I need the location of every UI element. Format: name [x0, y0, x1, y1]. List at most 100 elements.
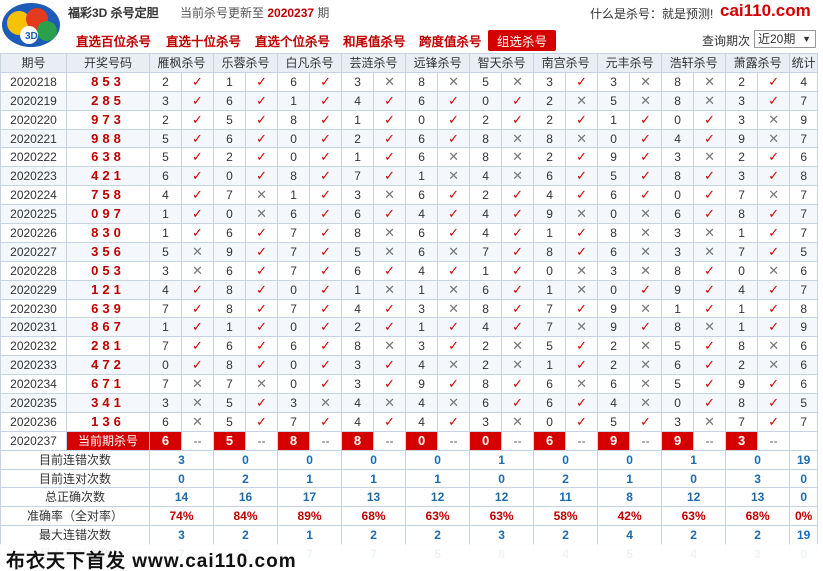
stats-value: 13 — [725, 487, 791, 508]
count-cell: 6 — [789, 336, 819, 357]
kill-number-cell: 8 — [661, 90, 695, 111]
nav-item-5[interactable]: 跨度值杀号 — [419, 35, 482, 49]
kill-number-cell: 4 — [725, 279, 759, 300]
stats-value: 3 — [148, 449, 215, 470]
cross-icon: ✕ — [437, 166, 471, 187]
cross-icon: ✕ — [629, 374, 663, 395]
kill-number-cell: 0 — [533, 260, 567, 281]
period-select[interactable]: 近20期 ▼ — [754, 30, 816, 48]
kill-number-cell: 8 — [405, 71, 439, 92]
stats-value: 3 — [469, 525, 535, 546]
kill-number-cell: 0 — [661, 109, 695, 130]
nav-item-1[interactable]: 直选百位杀号 — [76, 35, 152, 49]
kill-number-cell: 9 — [597, 298, 631, 319]
cross-icon: ✕ — [245, 374, 279, 395]
nav-item-2[interactable]: 直选十位杀号 — [166, 35, 242, 49]
kill-number-cell: 6 — [533, 166, 567, 187]
check-icon: ✓ — [565, 71, 599, 92]
cross-icon: ✕ — [437, 393, 471, 413]
check-icon: ✓ — [437, 411, 471, 432]
table-row: 2020221 988 5 ✓ 6 ✓ 0 ✓ 2 ✓ 6 ✓ 8 ✕ 8 ✕ 0 ✓ 4 ✓ 9 ✕ 7 — [0, 128, 819, 149]
winning-number-cell: 853 — [66, 71, 150, 92]
check-icon: ✓ — [180, 147, 215, 168]
kill-number-cell: 3 — [405, 298, 439, 319]
stats-value: 84% — [213, 506, 279, 527]
winning-number-cell: 639 — [66, 298, 150, 319]
check-icon: ✓ — [757, 298, 791, 319]
check-icon: ✓ — [437, 109, 471, 130]
column-header: 远锋杀号 — [405, 53, 471, 73]
kill-number-cell: 3 — [149, 90, 182, 111]
kill-number-cell: 3 — [405, 336, 439, 357]
stats-value: 63% — [405, 506, 471, 527]
kill-number-cell: 8 — [661, 260, 695, 281]
stats-value: 11 — [533, 487, 599, 508]
check-icon: ✓ — [373, 355, 407, 376]
kill-number-cell: 9 — [597, 317, 631, 338]
stats-value: 3 — [148, 525, 215, 546]
nav-item-3[interactable]: 直选个位杀号 — [255, 35, 331, 49]
slogan: 什么是杀号：就是预测! — [590, 7, 714, 21]
kill-number-cell: 7 — [725, 241, 759, 262]
check-icon: ✓ — [565, 393, 599, 413]
count-cell: 6 — [789, 374, 819, 395]
stats-label: 目前连对次数 — [0, 468, 150, 489]
cross-icon: ✕ — [180, 374, 215, 395]
kill-number-cell: 8 — [597, 223, 631, 243]
winning-number-cell: 136 — [66, 411, 150, 432]
check-icon: ✓ — [565, 223, 599, 243]
period-cell: 2020226 — [0, 223, 67, 243]
check-icon: ✓ — [373, 90, 407, 111]
winning-number-cell: 421 — [66, 166, 150, 187]
check-icon: ✓ — [373, 317, 407, 338]
kill-number-cell: 0 — [661, 393, 695, 413]
cross-icon: ✕ — [501, 71, 535, 92]
kill-number-cell: 2 — [469, 336, 503, 357]
table-row: 2020219 285 3 ✓ 6 ✓ 1 ✓ 4 ✓ 6 ✓ 0 ✓ 2 ✕ 5 ✕ 8 ✕ 3 ✓ 7 — [0, 90, 819, 111]
check-icon: ✓ — [501, 317, 535, 338]
stats-value: 2 — [533, 525, 599, 546]
check-icon: ✓ — [245, 71, 279, 92]
kill-number-cell: 8 — [725, 393, 759, 413]
nav-item-4[interactable]: 和尾值杀号 — [343, 35, 406, 49]
cross-icon: ✕ — [501, 147, 535, 168]
kill-number-cell: 6 — [597, 241, 631, 262]
column-header: 白凡杀号 — [277, 53, 343, 73]
stats-value: 68% — [341, 506, 407, 527]
check-icon: ✓ — [437, 128, 471, 149]
winning-number-cell: 053 — [66, 260, 150, 281]
site-logo-link[interactable]: cai110.com — [720, 1, 811, 20]
kill-number-cell: 6 — [213, 260, 247, 281]
check-icon: ✓ — [437, 90, 471, 111]
kill-number-cell: 1 — [533, 223, 567, 243]
check-icon: ✓ — [180, 71, 215, 92]
kill-number-cell: 7 — [213, 185, 247, 206]
kill-number-cell: 6 — [341, 260, 375, 281]
count-cell: 9 — [789, 109, 819, 130]
kill-number-cell: 3 — [341, 355, 375, 376]
check-icon: ✓ — [501, 393, 535, 413]
cross-icon: ✕ — [693, 223, 727, 243]
cross-icon: ✕ — [565, 128, 599, 149]
check-icon: ✓ — [373, 260, 407, 281]
kill-number-cell: 6 — [405, 147, 439, 168]
stats-value: 19 — [789, 525, 819, 546]
nav-item-6[interactable]: 组选杀号 — [488, 30, 557, 51]
cross-icon: ✕ — [373, 185, 407, 206]
kill-number-cell: 6 — [405, 223, 439, 243]
current-kill-number: 6 — [149, 430, 182, 451]
cross-icon: ✕ — [693, 90, 727, 111]
cross-icon: ✕ — [757, 336, 791, 357]
column-header: 期号 — [0, 53, 67, 73]
stats-value: 42% — [597, 506, 663, 527]
count-cell: 5 — [789, 241, 819, 262]
column-header: 开奖号码 — [66, 53, 150, 73]
cross-icon: ✕ — [757, 128, 791, 149]
update-status: 当前杀号更新至 2020237 期 — [180, 4, 329, 21]
check-icon: ✓ — [693, 298, 727, 319]
stats-row: 目前连对次数 0 2 1 1 1 0 2 1 0 3 0 — [0, 468, 819, 489]
watermark-text: 布衣天下首发 www.cai110.com — [6, 551, 297, 571]
period-cell: 2020223 — [0, 166, 67, 187]
kill-number-cell: 2 — [725, 71, 759, 92]
cross-icon: ✕ — [693, 317, 727, 338]
